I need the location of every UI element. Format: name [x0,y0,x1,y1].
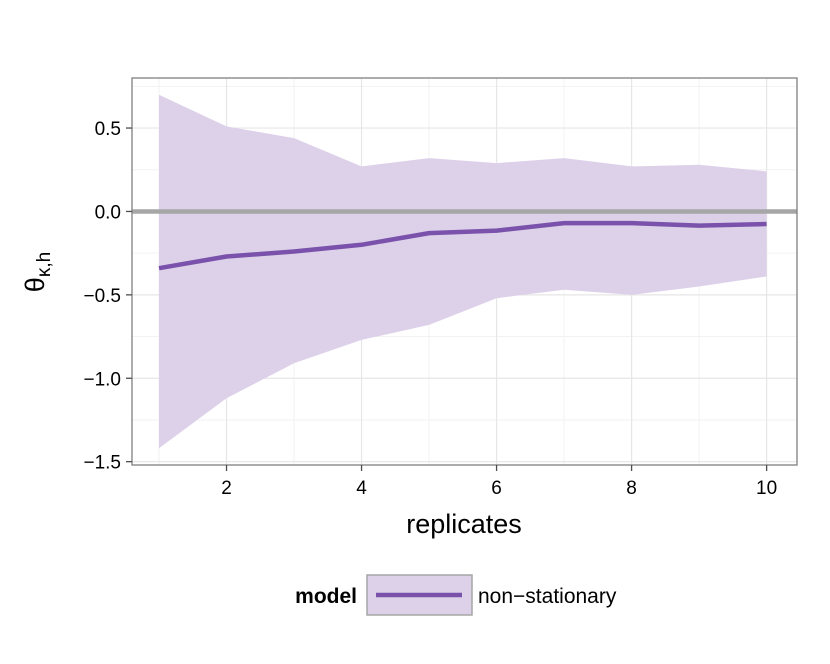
legend: model non−stationary [295,574,617,616]
x-tick-label: 2 [221,478,232,499]
y-axis-title-group: θκ,h [20,252,55,292]
x-axis: 2 4 6 8 10 [221,465,777,499]
confidence-ribbon [159,94,767,449]
y-tick-label: 0.0 [95,202,121,223]
series-line-non-stationary [158,220,767,271]
x-tick-label: 8 [626,478,637,499]
legend-title: model [295,585,357,608]
x-tick-label: 6 [491,478,502,499]
x-axis-title: replicates [406,509,522,539]
plot-panel [131,77,798,466]
x-tick-label: 4 [356,478,367,499]
y-tick-label: −1.0 [83,369,121,390]
y-axis-title: θκ,h [20,252,55,292]
y-axis: 0.5 0.0 −0.5 −1.0 −1.5 [83,119,132,474]
x-tick-label: 10 [756,478,777,499]
y-tick-label: −1.5 [83,453,121,474]
y-tick-label: 0.5 [95,119,121,140]
panel-border [131,77,798,466]
y-axis-title-subscript: κ,h [34,252,55,277]
y-tick-label: −0.5 [83,286,121,307]
legend-entry-non-stationary: non−stationary [478,585,617,608]
y-axis-title-main: θ [20,277,50,292]
